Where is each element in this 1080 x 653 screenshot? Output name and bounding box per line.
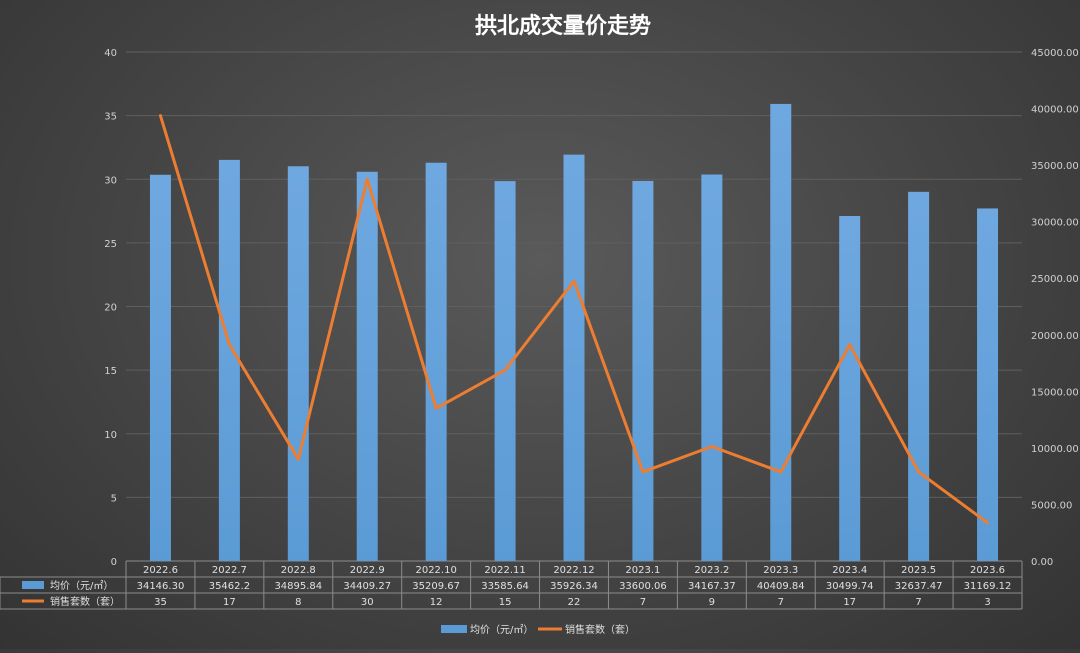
right-axis: 0.00 5000.00 10000.00 15000.00 20000.00 25000…	[1031, 48, 1079, 568]
category-label: 2023.4	[832, 565, 867, 576]
bar-value-label: 35462.2	[209, 581, 250, 592]
line-value-label: 12	[430, 597, 443, 608]
line-value-label: 7	[915, 597, 921, 608]
left-tick-label: 10	[104, 430, 117, 441]
line-point	[986, 521, 990, 525]
bar-value-label: 33585.64	[481, 581, 529, 592]
table-bar-key	[22, 581, 44, 589]
left-tick-label: 40	[104, 48, 117, 59]
bar-value-label: 34167.37	[688, 581, 736, 592]
bar-value-label: 34409.27	[343, 581, 391, 592]
line-value-label: 17	[223, 597, 236, 608]
left-tick-label: 35	[104, 112, 117, 123]
category-label: 2022.11	[484, 565, 525, 576]
line-value-label: 22	[568, 597, 581, 608]
category-label: 2022.7	[212, 565, 247, 576]
left-tick-label: 15	[104, 366, 117, 377]
bar	[770, 103, 792, 562]
right-tick-label: 10000.00	[1031, 444, 1079, 455]
line-point	[158, 114, 162, 118]
legend-line-label: 销售套数（套）	[565, 623, 635, 636]
right-tick-label: 40000.00	[1031, 105, 1079, 116]
bar-value-label: 33600.06	[619, 581, 667, 592]
line-point	[365, 177, 369, 181]
right-tick-label: 20000.00	[1031, 331, 1079, 342]
line-value-label: 17	[843, 597, 856, 608]
bar	[425, 162, 447, 562]
line-point	[503, 368, 507, 372]
bar	[356, 171, 378, 562]
chart-title: 拱北成交量价走势	[475, 13, 651, 39]
left-tick-label: 30	[104, 175, 117, 186]
bar-value-label: 35926.34	[550, 581, 598, 592]
bar-value-label: 34895.84	[274, 581, 322, 592]
bar	[563, 154, 585, 561]
category-label: 2022.10	[415, 565, 456, 576]
left-tick-label: 0	[111, 557, 117, 568]
legend: 均价（元/㎡） 销售套数（套）	[441, 623, 635, 636]
legend-bar-label: 均价（元/㎡）	[470, 624, 533, 636]
line-point	[434, 406, 438, 410]
line-point	[710, 444, 714, 448]
line-point	[779, 470, 783, 474]
category-label: 2022.8	[281, 565, 316, 576]
bar-value-label: 30499.74	[826, 581, 874, 592]
category-label: 2023.1	[625, 565, 660, 576]
bar-value-label: 32637.47	[895, 581, 943, 592]
right-tick-label: 25000.00	[1031, 274, 1079, 285]
right-tick-label: 5000.00	[1031, 500, 1072, 511]
right-tick-label: 0.00	[1031, 557, 1053, 568]
bar	[149, 174, 171, 562]
line-point	[848, 343, 852, 347]
category-label: 2023.6	[970, 565, 1005, 576]
category-label: 2023.2	[694, 565, 729, 576]
line-value-label: 8	[295, 597, 301, 608]
bar	[701, 174, 723, 561]
bar	[908, 191, 930, 561]
category-label: 2022.12	[553, 565, 594, 576]
bar-value-label: 40409.84	[757, 581, 805, 592]
line-value-label: 35	[154, 597, 167, 608]
left-tick-label: 20	[104, 303, 117, 314]
line-point	[917, 470, 921, 474]
bar	[218, 159, 240, 561]
line-point	[572, 279, 576, 283]
line-point	[296, 457, 300, 461]
right-tick-label: 15000.00	[1031, 387, 1079, 398]
right-tick-label: 45000.00	[1031, 48, 1079, 59]
line-value-label: 7	[640, 597, 646, 608]
line-value-label: 7	[778, 597, 784, 608]
data-table: 2022.6 34146.30 35 2022.7 35462.2 17 2022.8 348…	[0, 561, 1023, 610]
bar	[287, 166, 309, 561]
bar-value-label: 31169.12	[964, 581, 1012, 592]
left-tick-label: 25	[104, 239, 117, 250]
left-axis: 0 5 10 15 20 25 30 35 40	[104, 48, 117, 568]
line-value-label: 30	[361, 597, 374, 608]
bar-value-label: 35209.67	[412, 581, 460, 592]
line-point	[641, 470, 645, 474]
category-label: 2023.5	[901, 565, 936, 576]
left-tick-label: 5	[111, 493, 117, 504]
bar	[839, 216, 861, 562]
category-label: 2022.6	[143, 565, 178, 576]
right-tick-label: 30000.00	[1031, 218, 1079, 229]
category-label: 2022.9	[350, 565, 385, 576]
legend-bar-key	[441, 625, 467, 633]
bar	[632, 180, 654, 561]
table-bar-series-name: 均价（元/㎡）	[50, 580, 113, 592]
bar	[977, 208, 999, 561]
bar-value-label: 34146.30	[137, 581, 185, 592]
line-value-label: 15	[499, 597, 512, 608]
table-line-series-name: 销售套数（套）	[50, 595, 120, 608]
line-point	[227, 343, 231, 347]
line-value-label: 9	[709, 597, 715, 608]
line-series	[158, 114, 990, 525]
right-tick-label: 35000.00	[1031, 161, 1079, 172]
line-value-label: 3	[984, 597, 990, 608]
category-label: 2023.3	[763, 565, 798, 576]
bar-series	[149, 103, 999, 562]
